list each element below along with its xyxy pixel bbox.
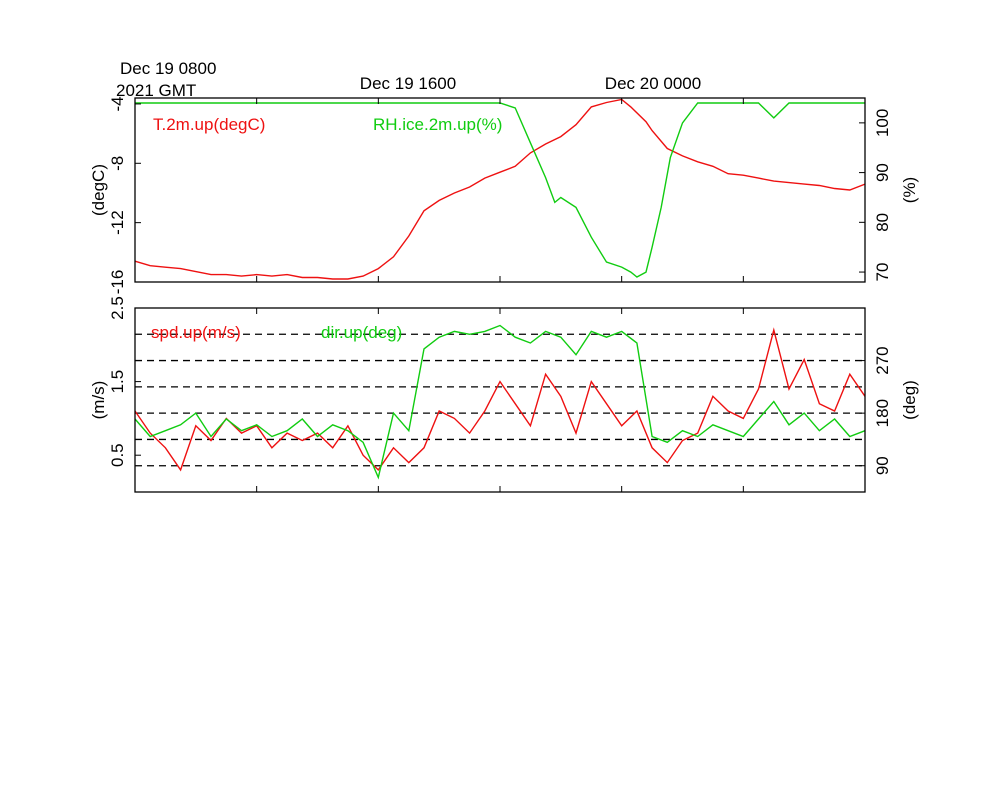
legend-rh-ice: RH.ice.2m.up(%) xyxy=(373,115,502,134)
left-axis-tick-label: -8 xyxy=(108,156,127,171)
right-axis-tick-label: 90 xyxy=(873,456,892,475)
legend-wind-speed: spd.up(m/s) xyxy=(151,323,241,342)
series-line-temperature xyxy=(134,98,866,280)
plot-layer: -16 -12 -8 -4 70 80 90 100 0.5 1.5 2.5 90 180 270 xyxy=(108,96,892,493)
series-line-wind-speed xyxy=(134,327,866,472)
left-axis-tick-label: 2.5 xyxy=(108,296,127,320)
left-axis-tick-label: -4 xyxy=(108,96,127,111)
time-label-dec20-0000: Dec 20 0000 xyxy=(605,74,701,93)
right-axis-tick-label: 100 xyxy=(873,109,892,137)
top-left-axis-label: (degC) xyxy=(89,164,108,216)
right-axis-tick-label: 270 xyxy=(873,346,892,374)
right-axis-tick-label: 70 xyxy=(873,263,892,282)
left-axis-tick-label: -16 xyxy=(108,270,127,295)
legend-temperature: T.2m.up(degC) xyxy=(153,115,265,134)
time-label-start-line1: Dec 19 0800 xyxy=(120,59,216,78)
bottom-left-axis-label: (m/s) xyxy=(89,381,108,420)
top-right-axis-label: (%) xyxy=(900,177,919,203)
right-axis-tick-label: 90 xyxy=(873,163,892,182)
legend-wind-direction: dir.up(deg) xyxy=(321,323,402,342)
bottom-right-axis-label: (deg) xyxy=(900,380,919,420)
right-axis-tick-label: 80 xyxy=(873,213,892,232)
series-line-rh-ice xyxy=(135,102,865,278)
series-line-wind-direction xyxy=(134,324,866,480)
plot-frame-bottom xyxy=(134,307,866,493)
left-axis-tick-label: 0.5 xyxy=(108,443,127,467)
right-axis-tick-label: 180 xyxy=(873,399,892,427)
left-axis-tick-label: -12 xyxy=(108,210,127,235)
time-label-start-line2: 2021 GMT xyxy=(116,81,196,100)
left-axis-tick-label: 1.5 xyxy=(108,370,127,394)
time-label-dec19-1600: Dec 19 1600 xyxy=(360,74,456,93)
